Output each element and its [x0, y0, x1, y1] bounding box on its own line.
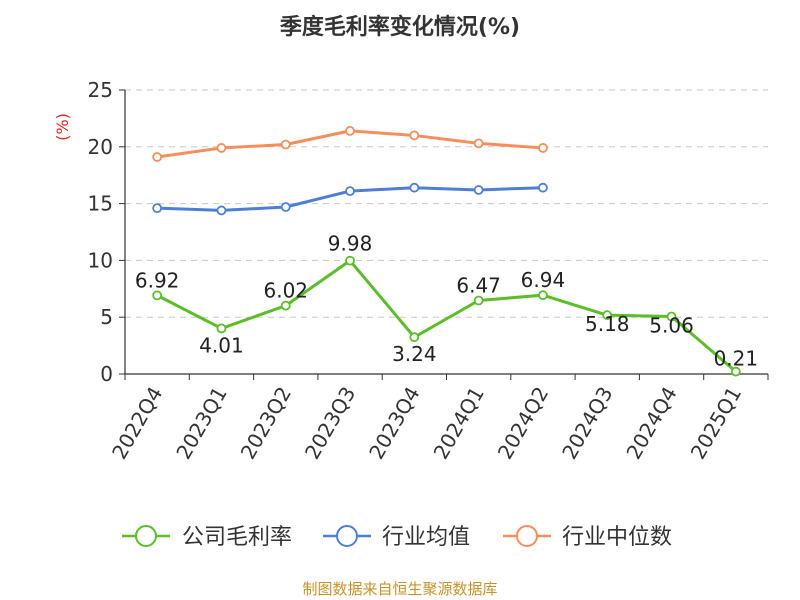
y-tick-labels: 0 5 10 15 20 25 — [88, 78, 113, 386]
data-point — [280, 139, 291, 150]
data-label: 6.92 — [135, 268, 180, 292]
data-point — [409, 130, 420, 141]
data-point — [538, 182, 548, 193]
data-point — [152, 203, 163, 214]
legend-label: 公司毛利率 — [182, 525, 292, 550]
x-tick-label: 2023Q4 — [364, 383, 424, 464]
legend-item-1[interactable]: 行业均值 — [323, 525, 470, 550]
data-label: 5.18 — [585, 312, 630, 336]
data-label: 6.47 — [456, 274, 501, 298]
legend-swatch-marker — [516, 525, 538, 547]
y-tick-label: 10 — [88, 248, 113, 272]
x-tick-labels: 2022Q4 2023Q1 2023Q2 2023Q3 2023Q4 2024Q1 2024… — [107, 383, 746, 464]
legend-item-2[interactable]: 行业中位数 — [503, 525, 672, 550]
y-tick-label: 0 — [100, 362, 113, 386]
data-label: 9.98 — [328, 232, 373, 256]
y-tick-label: 25 — [88, 78, 113, 102]
legend-swatch-marker — [135, 525, 157, 547]
x-tick-label: 2023Q1 — [171, 383, 231, 464]
x-tick-label: 2022Q4 — [107, 383, 167, 464]
data-point — [473, 138, 484, 149]
data-label: 0.21 — [714, 347, 759, 371]
data-point — [345, 186, 355, 197]
y-tick-label: 15 — [88, 192, 113, 216]
legend[interactable]: 公司毛利率 行业均值 行业中位数 — [122, 525, 672, 550]
data-label: 6.02 — [263, 279, 308, 303]
x-tick-label: 2023Q3 — [300, 383, 360, 464]
data-point — [216, 143, 227, 153]
source-note: 制图数据来自恒生聚源数据库 — [302, 580, 497, 598]
x-tick-label: 2024Q1 — [429, 383, 489, 464]
data-point — [730, 366, 741, 377]
data-point — [473, 295, 484, 306]
data-label: 5.06 — [649, 314, 694, 338]
y-axis-label: (%) — [53, 113, 72, 141]
chart-title: 季度毛利率变化情况(%) — [280, 14, 520, 40]
data-point — [409, 332, 420, 343]
series-line-0 — [156, 259, 737, 373]
data-label: 6.94 — [521, 268, 566, 292]
data-point — [280, 300, 291, 311]
data-point — [538, 143, 548, 153]
data-point — [345, 255, 355, 266]
data-label: 4.01 — [199, 333, 244, 357]
x-tick-label: 2024Q4 — [621, 383, 681, 464]
data-labels: 6.92 4.01 6.02 9.98 3.24 6.47 6.94 5.18 5.06 0.21 — [135, 232, 758, 371]
y-tick-label: 20 — [88, 135, 113, 159]
data-point — [280, 202, 291, 212]
legend-swatch-marker — [336, 525, 358, 547]
grid-lines — [125, 89, 768, 318]
data-point — [345, 125, 355, 136]
data-point — [152, 152, 163, 162]
series-lines — [152, 125, 741, 377]
data-point — [152, 290, 163, 301]
y-tick-label: 5 — [100, 305, 113, 329]
legend-label: 行业中位数 — [562, 525, 672, 550]
data-point — [409, 182, 420, 193]
x-tick-label: 2024Q2 — [493, 383, 553, 464]
data-point — [538, 290, 548, 301]
x-tick-label: 2025Q1 — [686, 383, 746, 464]
legend-item-0[interactable]: 公司毛利率 — [122, 525, 292, 550]
data-point — [666, 311, 677, 322]
data-point — [602, 310, 613, 321]
axes — [119, 89, 769, 380]
data-label: 3.24 — [392, 342, 437, 366]
data-point — [473, 185, 484, 195]
x-tick-label: 2023Q2 — [236, 383, 296, 464]
legend-label: 行业均值 — [382, 525, 470, 550]
x-tick-label: 2024Q3 — [557, 383, 617, 464]
data-point — [216, 323, 227, 334]
data-point — [216, 205, 227, 216]
